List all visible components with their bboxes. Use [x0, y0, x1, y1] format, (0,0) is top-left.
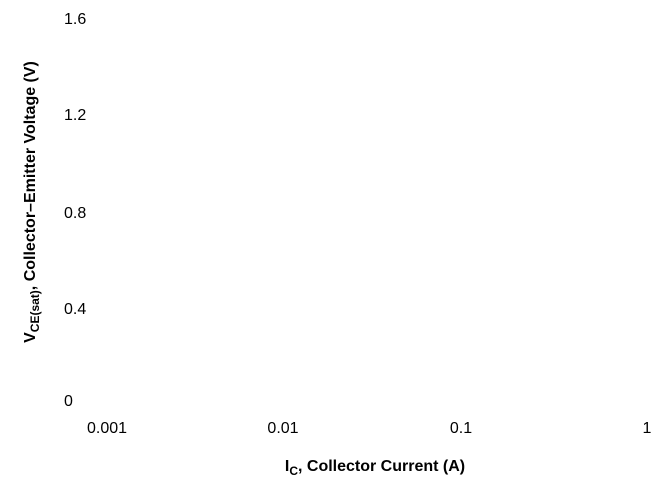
x-tick-label-1: 1 — [643, 420, 652, 437]
x-axis-title: IC, Collector Current (A) — [285, 458, 465, 478]
x-tick-label-0.001: 0.001 — [87, 420, 127, 437]
y-axis-title-subscript: CE(sat) — [28, 290, 42, 332]
x-tick-label-0.01: 0.01 — [267, 420, 298, 437]
y-tick-label-0.4: 0.4 — [64, 301, 86, 318]
x-axis-title-subscript: C — [289, 464, 298, 478]
x-axis-title-main: I — [285, 458, 289, 475]
x-tick-label-0.1: 0.1 — [450, 420, 472, 437]
x-tick-labels: 0.001 0.01 0.1 1 — [87, 420, 652, 437]
y-tick-label-1.2: 1.2 — [64, 107, 86, 124]
y-tick-label-1.6: 1.6 — [64, 11, 86, 28]
y-axis-title-rest: , Collector–Emitter Voltage (V) — [22, 61, 39, 290]
x-axis-title-rest: , Collector Current (A) — [298, 458, 465, 475]
y-axis-title: VCE(sat), Collector–Emitter Voltage (V) — [22, 61, 42, 343]
y-tick-label-0: 0 — [64, 393, 73, 410]
y-tick-label-0.8: 0.8 — [64, 205, 86, 222]
y-tick-labels: 1.6 1.2 0.8 0.4 0 — [64, 11, 86, 410]
y-axis-title-main: V — [22, 332, 39, 343]
